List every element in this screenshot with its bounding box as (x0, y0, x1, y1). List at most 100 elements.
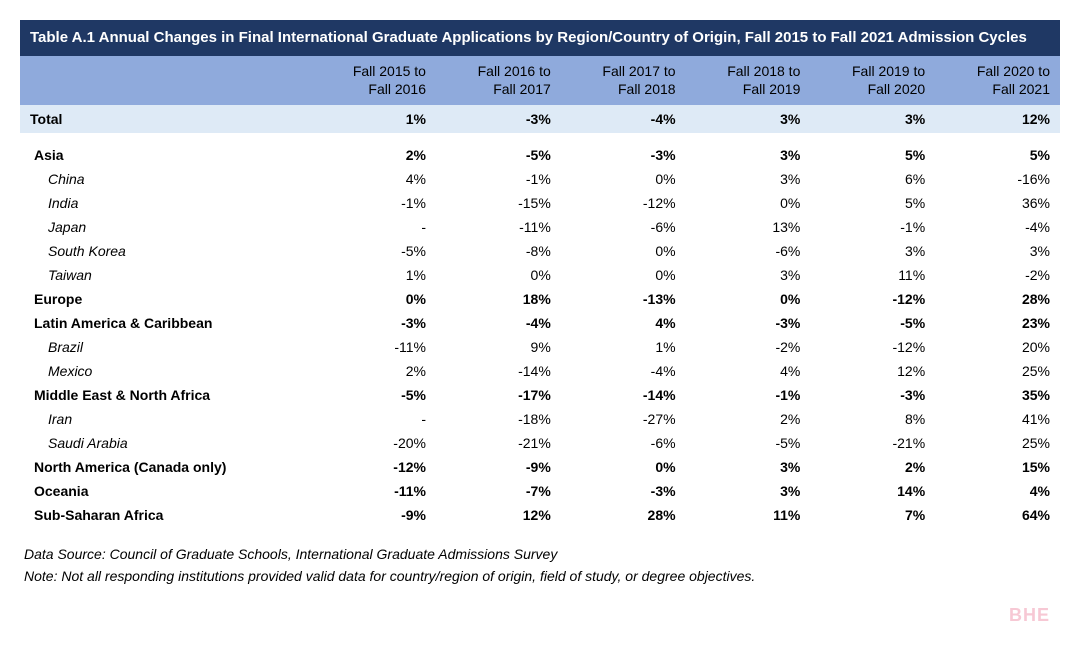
region-row: Sub-Saharan Africa-9%12%28%11%7%64% (20, 503, 1060, 527)
data-cell: 4% (686, 359, 811, 383)
data-cell: -15% (436, 191, 561, 215)
country-row: Brazil-11%9%1%-2%-12%20% (20, 335, 1060, 359)
row-label: Europe (20, 287, 311, 311)
data-cell: -20% (311, 431, 436, 455)
data-cell: 3% (686, 167, 811, 191)
data-cell: -6% (561, 431, 686, 455)
data-cell: 15% (935, 455, 1060, 479)
note-source: Data Source: Council of Graduate Schools… (24, 543, 1060, 565)
table-title-row: Table A.1 Annual Changes in Final Intern… (20, 20, 1060, 56)
row-label: Brazil (20, 335, 311, 359)
total-row: Total 1% -3% -4% 3% 3% 12% (20, 105, 1060, 133)
data-cell: 7% (810, 503, 935, 527)
row-label: Latin America & Caribbean (20, 311, 311, 335)
data-cell: -14% (561, 383, 686, 407)
row-label: India (20, 191, 311, 215)
data-cell: -18% (436, 407, 561, 431)
data-cell: 9% (436, 335, 561, 359)
col-header: Fall 2015 toFall 2016 (311, 56, 436, 104)
data-cell: 25% (935, 359, 1060, 383)
country-row: South Korea-5%-8%0%-6%3%3% (20, 239, 1060, 263)
data-cell: -21% (810, 431, 935, 455)
data-cell: -12% (311, 455, 436, 479)
row-label: Middle East & North Africa (20, 383, 311, 407)
row-label: Japan (20, 215, 311, 239)
data-cell: 4% (311, 167, 436, 191)
data-cell: -12% (810, 287, 935, 311)
data-cell: - (311, 215, 436, 239)
data-cell: -17% (436, 383, 561, 407)
data-cell: -7% (436, 479, 561, 503)
header-blank (20, 56, 311, 104)
data-cell: 2% (311, 359, 436, 383)
row-label: Iran (20, 407, 311, 431)
data-cell: -12% (561, 191, 686, 215)
col-header: Fall 2017 toFall 2018 (561, 56, 686, 104)
country-row: Iran--18%-27%2%8%41% (20, 407, 1060, 431)
data-cell: 18% (436, 287, 561, 311)
data-cell: 0% (686, 191, 811, 215)
region-row: Middle East & North Africa-5%-17%-14%-1%… (20, 383, 1060, 407)
data-cell: 2% (686, 407, 811, 431)
data-cell: -6% (561, 215, 686, 239)
data-cell: 2% (311, 143, 436, 167)
country-row: China4%-1%0%3%6%-16% (20, 167, 1060, 191)
region-row: Europe0%18%-13%0%-12%28% (20, 287, 1060, 311)
country-row: Japan--11%-6%13%-1%-4% (20, 215, 1060, 239)
data-cell: -4% (561, 359, 686, 383)
col-header: Fall 2020 toFall 2021 (935, 56, 1060, 104)
data-cell: -5% (311, 383, 436, 407)
data-cell: -3% (561, 479, 686, 503)
total-cell: 1% (311, 105, 436, 133)
total-cell: 12% (935, 105, 1060, 133)
data-cell: -5% (686, 431, 811, 455)
data-cell: 4% (935, 479, 1060, 503)
data-cell: 11% (686, 503, 811, 527)
data-cell: -11% (436, 215, 561, 239)
data-cell: 0% (436, 263, 561, 287)
data-cell: -27% (561, 407, 686, 431)
total-cell: -4% (561, 105, 686, 133)
total-cell: 3% (810, 105, 935, 133)
data-cell: -1% (436, 167, 561, 191)
data-cell: 23% (935, 311, 1060, 335)
region-row: Latin America & Caribbean-3%-4%4%-3%-5%2… (20, 311, 1060, 335)
data-cell: -2% (686, 335, 811, 359)
data-cell: 3% (686, 263, 811, 287)
row-label: Sub-Saharan Africa (20, 503, 311, 527)
data-cell: -1% (810, 215, 935, 239)
data-cell: 28% (935, 287, 1060, 311)
data-cell: 5% (935, 143, 1060, 167)
data-cell: 0% (561, 239, 686, 263)
table-container: Table A.1 Annual Changes in Final Intern… (20, 20, 1060, 527)
column-header-row: Fall 2015 toFall 2016 Fall 2016 toFall 2… (20, 56, 1060, 104)
data-cell: -12% (810, 335, 935, 359)
table-notes: Data Source: Council of Graduate Schools… (20, 543, 1060, 588)
row-label: Saudi Arabia (20, 431, 311, 455)
region-row: Oceania-11%-7%-3%3%14%4% (20, 479, 1060, 503)
data-cell: -3% (686, 311, 811, 335)
data-cell: -6% (686, 239, 811, 263)
spacer-row (20, 133, 1060, 143)
data-cell: 6% (810, 167, 935, 191)
data-cell: -4% (436, 311, 561, 335)
watermark: BHE (1009, 605, 1050, 626)
total-cell: -3% (436, 105, 561, 133)
data-cell: 41% (935, 407, 1060, 431)
row-label: China (20, 167, 311, 191)
country-row: India-1%-15%-12%0%5%36% (20, 191, 1060, 215)
data-cell: -3% (561, 143, 686, 167)
data-cell: -5% (311, 239, 436, 263)
data-cell: 0% (686, 287, 811, 311)
data-cell: -11% (311, 479, 436, 503)
country-row: Taiwan1%0%0%3%11%-2% (20, 263, 1060, 287)
data-cell: -1% (686, 383, 811, 407)
col-header: Fall 2016 toFall 2017 (436, 56, 561, 104)
data-cell: 28% (561, 503, 686, 527)
data-cell: 3% (935, 239, 1060, 263)
country-row: Mexico2%-14%-4%4%12%25% (20, 359, 1060, 383)
row-label: South Korea (20, 239, 311, 263)
country-row: Saudi Arabia-20%-21%-6%-5%-21%25% (20, 431, 1060, 455)
data-cell: -4% (935, 215, 1060, 239)
data-cell: 0% (561, 455, 686, 479)
